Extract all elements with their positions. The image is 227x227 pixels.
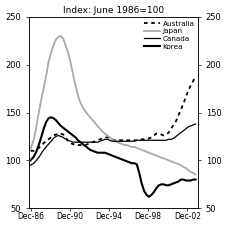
Canada bbox=[29, 164, 32, 167]
Australia bbox=[29, 149, 32, 152]
Canada bbox=[123, 140, 126, 143]
Korea bbox=[180, 178, 182, 181]
Australia bbox=[69, 142, 72, 145]
Korea bbox=[165, 184, 168, 187]
Korea bbox=[50, 116, 52, 119]
Australia bbox=[177, 114, 180, 117]
Australia bbox=[123, 139, 126, 142]
Line: Korea: Korea bbox=[31, 117, 196, 197]
Japan bbox=[101, 130, 104, 133]
Line: Canada: Canada bbox=[31, 124, 196, 165]
Korea bbox=[182, 178, 185, 181]
Korea bbox=[185, 179, 187, 182]
Japan bbox=[128, 145, 131, 147]
Line: Japan: Japan bbox=[31, 36, 196, 175]
Japan bbox=[72, 73, 74, 76]
Japan bbox=[69, 61, 72, 64]
Korea bbox=[143, 190, 146, 192]
Japan bbox=[29, 148, 32, 150]
Japan bbox=[126, 144, 128, 146]
Korea bbox=[153, 191, 155, 193]
Line: Australia: Australia bbox=[31, 76, 196, 151]
Australia bbox=[67, 140, 69, 143]
Canada bbox=[189, 125, 192, 127]
Canada bbox=[67, 139, 69, 142]
Korea bbox=[194, 178, 197, 181]
Australia bbox=[126, 139, 128, 142]
Canada bbox=[126, 140, 128, 143]
Canada bbox=[194, 123, 197, 125]
Legend: Australia, Japan, Canada, Korea: Australia, Japan, Canada, Korea bbox=[142, 19, 196, 51]
Japan bbox=[194, 173, 197, 176]
Australia bbox=[189, 84, 192, 87]
Title: Index: June 1986=100: Index: June 1986=100 bbox=[63, 5, 164, 15]
Canada bbox=[69, 140, 72, 143]
Japan bbox=[59, 35, 62, 37]
Korea bbox=[148, 195, 151, 198]
Canada bbox=[177, 133, 180, 136]
Korea bbox=[29, 159, 32, 162]
Japan bbox=[180, 164, 182, 167]
Australia bbox=[194, 75, 197, 77]
